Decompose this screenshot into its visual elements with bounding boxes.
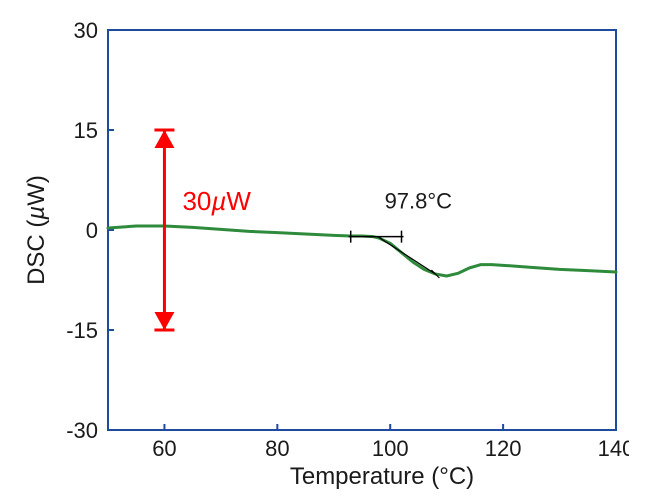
y-tick-label: 30 bbox=[74, 18, 98, 43]
x-tick-label: 60 bbox=[152, 436, 176, 461]
y-tick-label: 15 bbox=[74, 118, 98, 143]
plot-area bbox=[108, 30, 616, 430]
x-tick-label: 140 bbox=[598, 436, 629, 461]
x-axis-label: Temperature (°C) bbox=[290, 463, 474, 490]
onset-label: 97.8°C bbox=[385, 189, 453, 214]
scale-bar-label: 30µW bbox=[182, 186, 251, 216]
x-tick-label: 120 bbox=[485, 436, 522, 461]
y-tick-label: 0 bbox=[86, 218, 98, 243]
y-tick-label: -15 bbox=[66, 318, 98, 343]
dsc-chart: 60 80 100 120 140 -30 -15 0 15 30 Temperature (°C)… bbox=[16, 10, 629, 492]
x-tick-label: 100 bbox=[372, 436, 409, 461]
y-tick-label: -30 bbox=[66, 418, 98, 443]
chart-svg: 60 80 100 120 140 -30 -15 0 15 30 Temperature (°C)… bbox=[16, 10, 629, 492]
x-tick-label: 80 bbox=[265, 436, 289, 461]
y-axis-label: DSC (µW) bbox=[23, 175, 50, 285]
